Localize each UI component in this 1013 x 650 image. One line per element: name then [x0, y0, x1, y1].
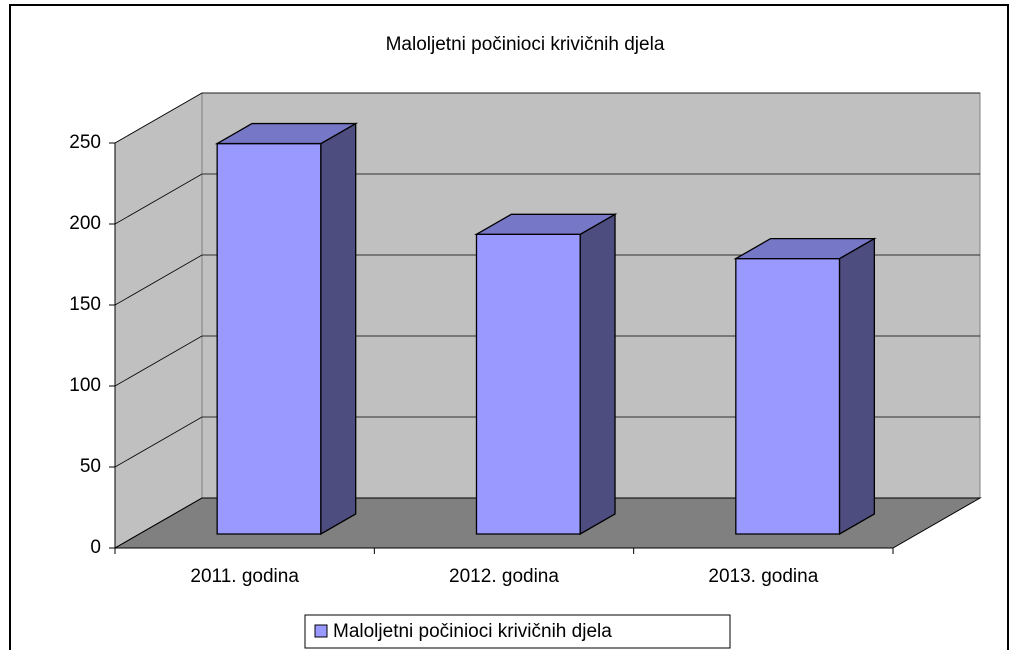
y-tick-label: 100	[69, 375, 101, 396]
bar	[733, 237, 877, 536]
bar-side	[838, 237, 876, 536]
grid-line	[114, 92, 980, 144]
legend-box	[304, 614, 731, 649]
y-tick-label: 50	[80, 456, 101, 477]
bar-front	[735, 257, 841, 535]
bar-front	[475, 233, 581, 535]
side-wall	[114, 92, 203, 549]
x-tick-label: 2012. godina	[449, 566, 559, 587]
grid-line	[114, 497, 980, 549]
bar-front	[216, 142, 322, 535]
grid-line	[114, 416, 980, 468]
x-tick-label: 2011. godina	[190, 566, 299, 587]
x-tick-label: 2013. godina	[708, 566, 818, 587]
y-tick-label: 150	[69, 294, 101, 315]
bar-top	[474, 213, 618, 235]
y-tick-label: 250	[69, 132, 101, 153]
bar-side	[579, 213, 616, 536]
chart-title: Maloljetni počinioci krivičnih djela	[386, 34, 665, 55]
legend-label: Maloljetni počinioci krivičnih djela	[333, 621, 612, 642]
legend-swatch	[314, 624, 328, 638]
grid-line	[114, 335, 980, 387]
bar	[474, 213, 618, 536]
bar-side	[320, 122, 357, 536]
grid-line	[114, 173, 980, 225]
y-tick-label: 0	[90, 537, 101, 558]
bar-top	[214, 122, 359, 145]
bar	[214, 122, 359, 536]
chart-border	[9, 4, 1009, 650]
bar-top	[733, 237, 877, 260]
y-tick-label: 200	[69, 213, 101, 234]
grid-line	[114, 254, 980, 306]
